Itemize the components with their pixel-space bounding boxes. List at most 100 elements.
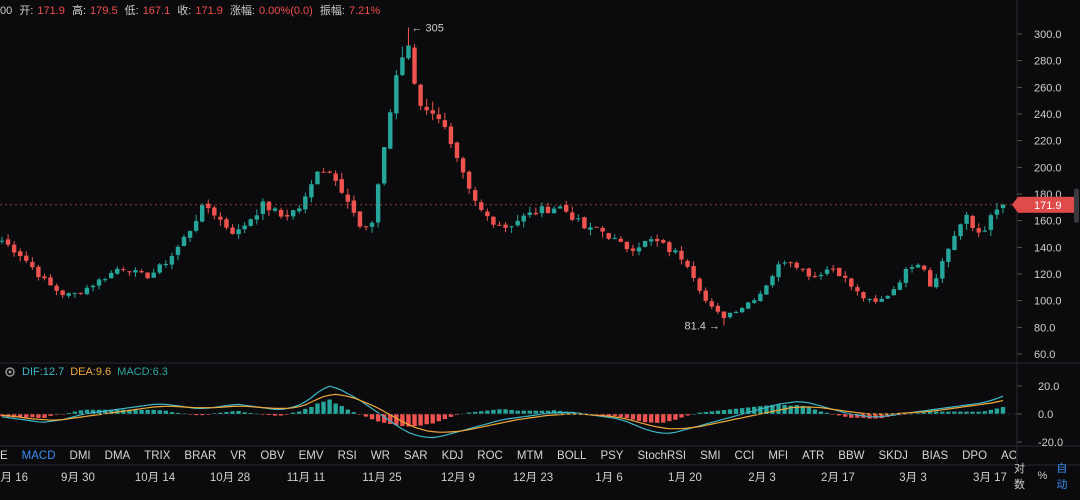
macd-bar bbox=[157, 410, 162, 414]
candle bbox=[315, 170, 320, 185]
candle bbox=[982, 226, 987, 233]
log-scale-toggle[interactable]: 对数 bbox=[1014, 463, 1025, 491]
candle bbox=[994, 203, 1000, 220]
auto-scale-toggle[interactable]: 自动 bbox=[1056, 463, 1068, 491]
indicator-tab-dma[interactable]: DMA bbox=[104, 450, 131, 462]
candle bbox=[764, 284, 769, 295]
date-tick-label: 3月 3 bbox=[899, 472, 927, 484]
price-tick-label: 300.0 bbox=[1034, 29, 1062, 41]
macd-bar bbox=[679, 414, 684, 418]
indicator-tab-bbw[interactable]: BBW bbox=[838, 450, 865, 462]
macd-bar bbox=[667, 414, 672, 422]
candle bbox=[952, 231, 957, 251]
grid-layer bbox=[0, 0, 1080, 466]
candle bbox=[485, 208, 490, 221]
indicator-tab-sar[interactable]: SAR bbox=[403, 450, 428, 462]
candle bbox=[127, 270, 132, 276]
macd-bar bbox=[721, 410, 727, 414]
date-tick-label: 11月 25 bbox=[362, 472, 402, 484]
candle bbox=[551, 206, 557, 214]
macd-bar bbox=[357, 414, 363, 415]
candle bbox=[60, 289, 65, 298]
macd-bar bbox=[169, 412, 175, 414]
indicator-tab-stochrsi[interactable]: StochRSI bbox=[637, 450, 687, 462]
dea-line bbox=[1, 393, 1004, 433]
candle bbox=[333, 170, 338, 186]
candle bbox=[266, 201, 272, 217]
macd-bar bbox=[121, 409, 126, 414]
candle bbox=[224, 217, 229, 230]
price-tick-label: 280.0 bbox=[1034, 56, 1062, 68]
candle bbox=[703, 287, 708, 304]
indicator-tab-trix[interactable]: TRIX bbox=[144, 450, 171, 462]
macd-bar bbox=[776, 404, 781, 414]
macd-bar bbox=[291, 412, 296, 414]
candle bbox=[187, 230, 193, 243]
price-tick-label: 220.0 bbox=[1034, 136, 1062, 148]
macd-bar bbox=[685, 414, 690, 416]
indicator-tab-vr[interactable]: VR bbox=[230, 450, 247, 462]
price-axis-scrollbar[interactable] bbox=[1074, 188, 1079, 223]
indicator-tab-smi[interactable]: SMI bbox=[700, 450, 721, 462]
indicator-tab-kdj[interactable]: KDJ bbox=[441, 450, 464, 462]
candle bbox=[879, 296, 884, 303]
macd-bar bbox=[284, 414, 290, 415]
macd-bar bbox=[715, 410, 721, 414]
indicator-tab-bias[interactable]: BIAS bbox=[921, 450, 949, 462]
macd-bar bbox=[485, 410, 490, 414]
indicator-tab-psy[interactable]: PSY bbox=[600, 450, 624, 462]
change-value: 0.00%(0.0) bbox=[259, 5, 313, 17]
indicator-tab-mtm[interactable]: MTM bbox=[516, 450, 544, 462]
candle bbox=[897, 279, 903, 291]
candle bbox=[497, 221, 502, 226]
macd-bar bbox=[321, 401, 326, 414]
high-label: 高: bbox=[71, 5, 87, 17]
macd-bar bbox=[315, 403, 320, 414]
indicator-tab-rsi[interactable]: RSI bbox=[337, 450, 357, 462]
gear-icon[interactable] bbox=[4, 366, 16, 378]
date-axis: 月 16 9月 30 10月 14 10月 28 11月 11 11月 25 12月 9 12… bbox=[0, 467, 1016, 485]
candle bbox=[509, 225, 514, 234]
percent-scale-toggle[interactable]: % bbox=[1037, 470, 1048, 482]
indicator-tab-skdj[interactable]: SKDJ bbox=[878, 450, 908, 462]
candle bbox=[206, 199, 211, 214]
macd-bar bbox=[600, 414, 605, 416]
candle bbox=[54, 283, 59, 296]
macd-bar bbox=[442, 414, 448, 420]
indicator-tab-dpo[interactable]: DPO bbox=[962, 450, 988, 462]
indicator-tab-e[interactable]: E bbox=[0, 450, 8, 462]
macd-bar bbox=[970, 411, 975, 414]
macd-bar bbox=[24, 414, 29, 418]
candle bbox=[473, 186, 478, 206]
indicator-tab-brar[interactable]: BRAR bbox=[184, 450, 217, 462]
indicator-tab-ao[interactable]: AO bbox=[1001, 450, 1016, 462]
macd-bar bbox=[272, 414, 278, 416]
indicator-tab-cci[interactable]: CCI bbox=[734, 450, 755, 462]
macd-bar bbox=[151, 409, 156, 414]
candle bbox=[369, 220, 375, 233]
indicator-tab-wr[interactable]: WR bbox=[370, 450, 390, 462]
candle bbox=[297, 205, 302, 214]
indicator-tab-dmi[interactable]: DMI bbox=[69, 450, 91, 462]
indicator-tab-obv[interactable]: OBV bbox=[260, 450, 285, 462]
symbol-prefix: 00 bbox=[0, 5, 13, 17]
macd-bar bbox=[746, 407, 751, 414]
low-value: 167.1 bbox=[142, 5, 171, 17]
macd-bar bbox=[388, 414, 393, 424]
macd-bar bbox=[145, 409, 150, 414]
indicator-tab-atr[interactable]: ATR bbox=[802, 450, 825, 462]
macd-bar bbox=[697, 412, 702, 414]
price-tick-label: 240.0 bbox=[1034, 109, 1062, 121]
indicator-tab-emv[interactable]: EMV bbox=[298, 450, 324, 462]
candle bbox=[406, 44, 411, 60]
indicator-tab-boll[interactable]: BOLL bbox=[557, 450, 587, 462]
indicator-tab-macd[interactable]: MACD bbox=[21, 450, 56, 462]
indicator-tab-mfi[interactable]: MFI bbox=[768, 450, 789, 462]
price-annotations: ← 305 81.4 → bbox=[407, 22, 725, 332]
candle bbox=[218, 212, 223, 226]
candle bbox=[837, 267, 842, 277]
indicator-tab-roc[interactable]: ROC bbox=[477, 450, 503, 462]
macd-bar bbox=[946, 411, 951, 414]
candle bbox=[521, 213, 526, 228]
